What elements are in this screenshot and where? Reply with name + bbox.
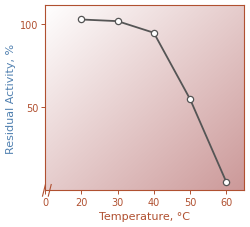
Y-axis label: Residual Activity, %: Residual Activity, % (6, 43, 16, 153)
X-axis label: Temperature, °C: Temperature, °C (99, 212, 190, 222)
